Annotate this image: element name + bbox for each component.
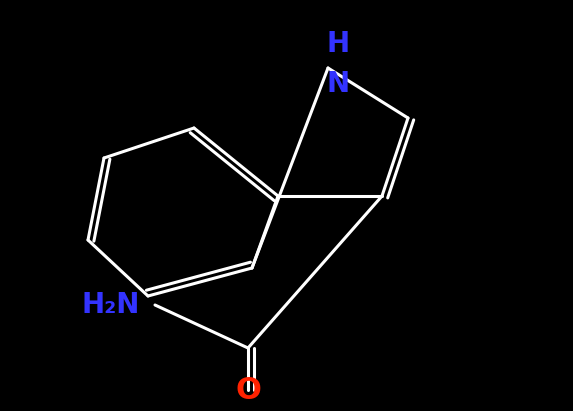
Text: H: H [327, 30, 350, 58]
Text: O: O [235, 376, 261, 404]
Text: H₂N: H₂N [81, 291, 140, 319]
Text: N: N [327, 70, 350, 98]
